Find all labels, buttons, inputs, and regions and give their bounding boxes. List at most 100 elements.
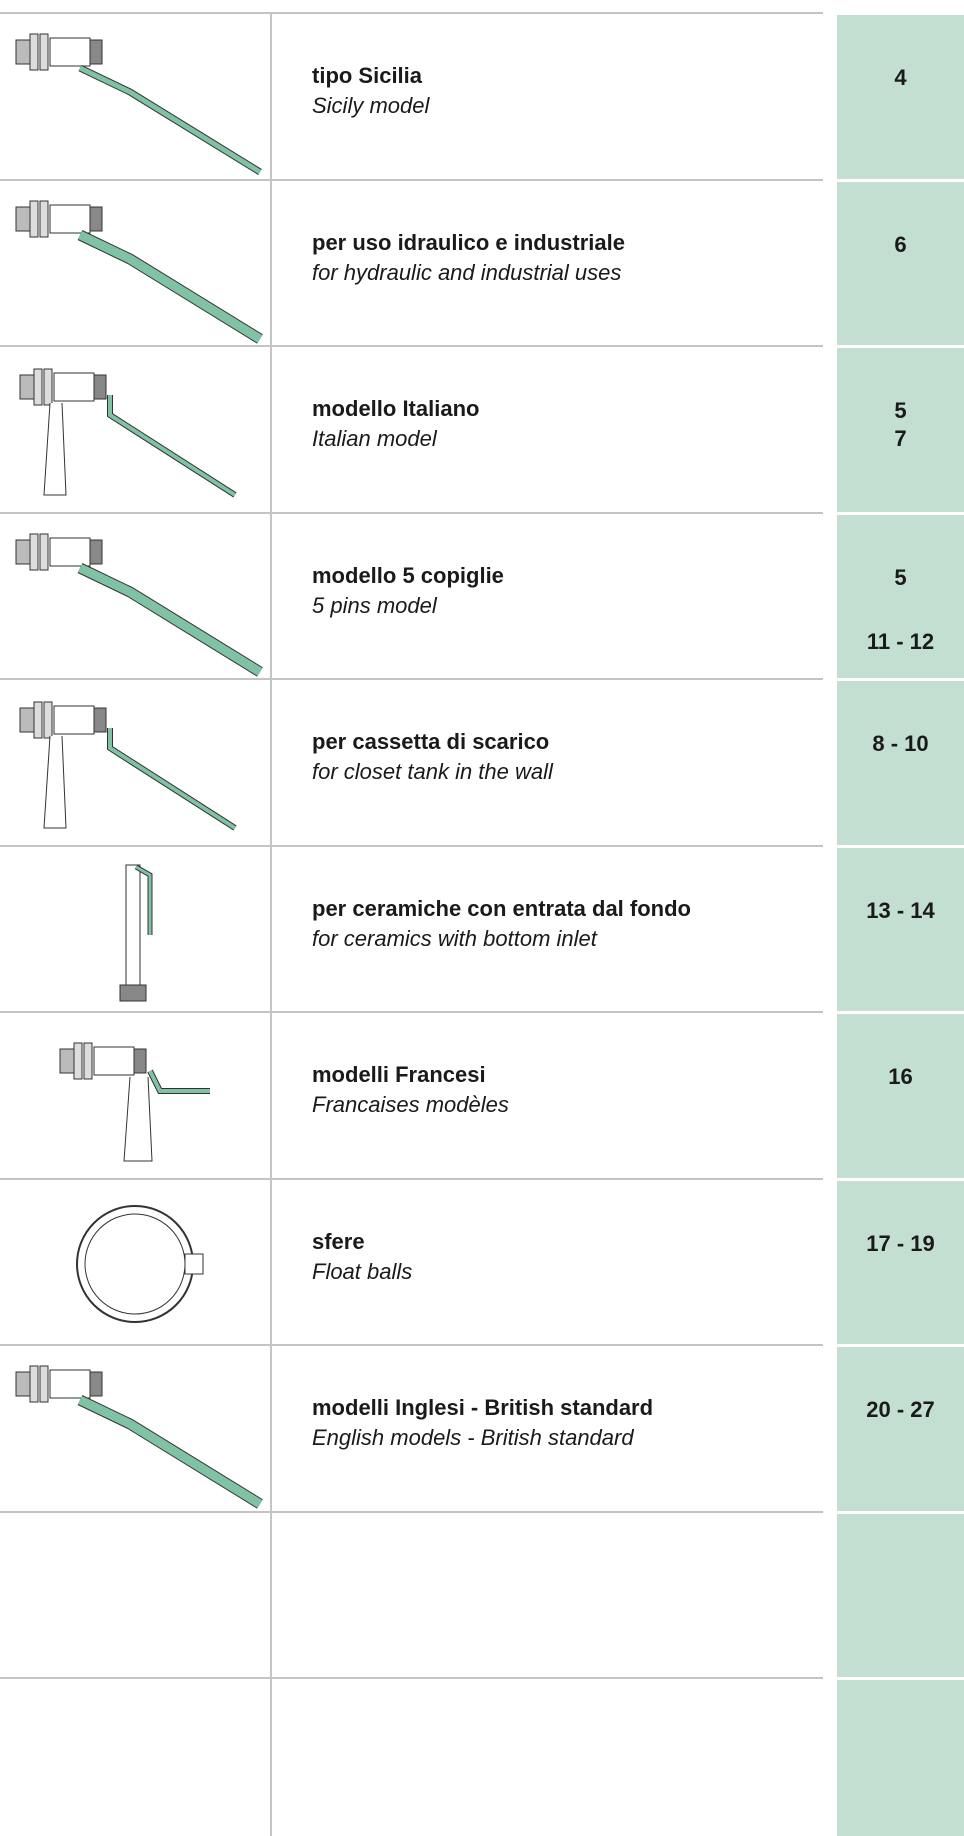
page-number: 8 - 10 xyxy=(872,731,929,756)
title: tipo Sicilia xyxy=(312,63,423,88)
page-tab xyxy=(837,1680,964,1836)
subtitle: for hydraulic and industrial uses xyxy=(312,259,622,285)
divider xyxy=(270,12,272,179)
divider xyxy=(0,511,823,514)
page-number: 7 xyxy=(894,426,907,451)
page-tab xyxy=(837,1513,964,1677)
catalog-row: modelli Inglesi - British standard Englis… xyxy=(0,1344,964,1511)
divider xyxy=(270,1177,272,1344)
subtitle: Sicily model xyxy=(312,93,430,118)
divider xyxy=(0,1011,823,1013)
page-numbers: 13 - 14 xyxy=(837,897,964,925)
title: per ceramiche con entrata dal fondo xyxy=(312,895,691,921)
title: modello Italiano xyxy=(312,396,480,421)
page-numbers: 5 11 - 12 xyxy=(837,564,964,656)
catalog-row xyxy=(0,1677,964,1836)
subtitle: Francaises modèles xyxy=(312,1092,509,1117)
product-image xyxy=(76,1204,204,1323)
divider xyxy=(0,178,823,181)
divider xyxy=(270,1344,272,1511)
divider xyxy=(0,678,823,680)
title: modello 5 copiglie xyxy=(312,562,504,588)
page-numbers: 4 xyxy=(837,64,964,92)
divider xyxy=(270,678,272,845)
catalog-row: sfere Float balls 17 - 19 xyxy=(0,1177,964,1344)
title: per uso idraulico e industriale xyxy=(312,229,625,255)
product-image xyxy=(19,701,237,831)
catalog-row: tipo Sicilia Sicily model 4 xyxy=(0,12,964,179)
divider xyxy=(270,511,272,678)
page-number: 6 xyxy=(894,231,907,257)
title: modelli Francesi xyxy=(312,1062,486,1087)
product-image xyxy=(59,1042,210,1162)
page-number: 11 - 12 xyxy=(866,628,935,654)
subtitle: English models - British standard xyxy=(312,1425,634,1450)
divider xyxy=(0,844,823,847)
divider xyxy=(270,1510,272,1677)
illustration xyxy=(19,368,237,498)
catalog-row: per cassetta di scarico for closet tank i… xyxy=(0,678,964,845)
page-tab xyxy=(837,1180,964,1344)
page-numbers: 20 - 27 xyxy=(837,1396,964,1424)
page-number: 20 - 27 xyxy=(866,1397,935,1422)
page-tab xyxy=(837,181,964,345)
title: sfere xyxy=(312,1228,365,1254)
illustration xyxy=(59,1042,210,1162)
subtitle: 5 pins model xyxy=(312,592,437,618)
illustration xyxy=(15,200,263,344)
page-number: 16 xyxy=(888,1064,913,1089)
catalog-row: per ceramiche con entrata dal fondo for c… xyxy=(0,844,964,1011)
illustration xyxy=(19,701,237,831)
page-tab xyxy=(837,1014,964,1178)
title: modelli Inglesi - British standard xyxy=(312,1395,654,1420)
product-image xyxy=(15,533,263,677)
subtitle: for closet tank in the wall xyxy=(312,759,553,784)
page-tab xyxy=(837,1347,964,1511)
title: per cassetta di scarico xyxy=(312,729,550,754)
page-number: 13 - 14 xyxy=(866,897,935,923)
catalog-row: modello 5 copiglie 5 pins model 5 11 - 12 xyxy=(0,511,964,678)
illustration xyxy=(15,533,263,677)
illustration xyxy=(76,1204,204,1323)
catalog-row: modelli Francesi Francaises modèles 16 xyxy=(0,1011,964,1178)
product-image xyxy=(119,864,153,1001)
divider xyxy=(0,345,823,347)
divider xyxy=(0,12,823,14)
page-tab xyxy=(837,847,964,1011)
divider xyxy=(270,844,272,1011)
page-numbers: 17 - 19 xyxy=(837,1230,964,1258)
page-numbers: 16 xyxy=(837,1063,964,1091)
product-image xyxy=(15,33,262,175)
page-numbers: 6 xyxy=(837,231,964,259)
divider xyxy=(0,1177,823,1180)
page-tab xyxy=(837,681,964,845)
product-image xyxy=(15,200,263,344)
page-number: 17 - 19 xyxy=(866,1230,935,1256)
illustration xyxy=(15,33,262,175)
divider xyxy=(0,1344,823,1346)
page-number: 4 xyxy=(894,65,907,90)
catalog-row: modello Italiano Italian model 5 7 xyxy=(0,345,964,512)
illustration xyxy=(119,864,153,1001)
divider xyxy=(270,178,272,345)
divider xyxy=(0,1510,823,1513)
divider xyxy=(270,1677,272,1836)
page-number: 5 xyxy=(894,398,907,423)
page-tab xyxy=(837,348,964,512)
subtitle: Italian model xyxy=(312,426,437,451)
page-tab xyxy=(837,15,964,179)
product-image xyxy=(19,368,237,498)
catalog-row: per uso idraulico e industriale for hydra… xyxy=(0,178,964,345)
catalog-row xyxy=(0,1510,964,1677)
page-tab xyxy=(837,514,964,678)
product-image xyxy=(15,1365,263,1509)
illustration xyxy=(15,1365,263,1509)
divider xyxy=(0,1677,823,1679)
divider xyxy=(270,1011,272,1178)
page-numbers: 8 - 10 xyxy=(837,730,964,758)
page-number: 5 xyxy=(894,564,907,590)
divider xyxy=(270,345,272,512)
subtitle: Float balls xyxy=(312,1258,413,1284)
